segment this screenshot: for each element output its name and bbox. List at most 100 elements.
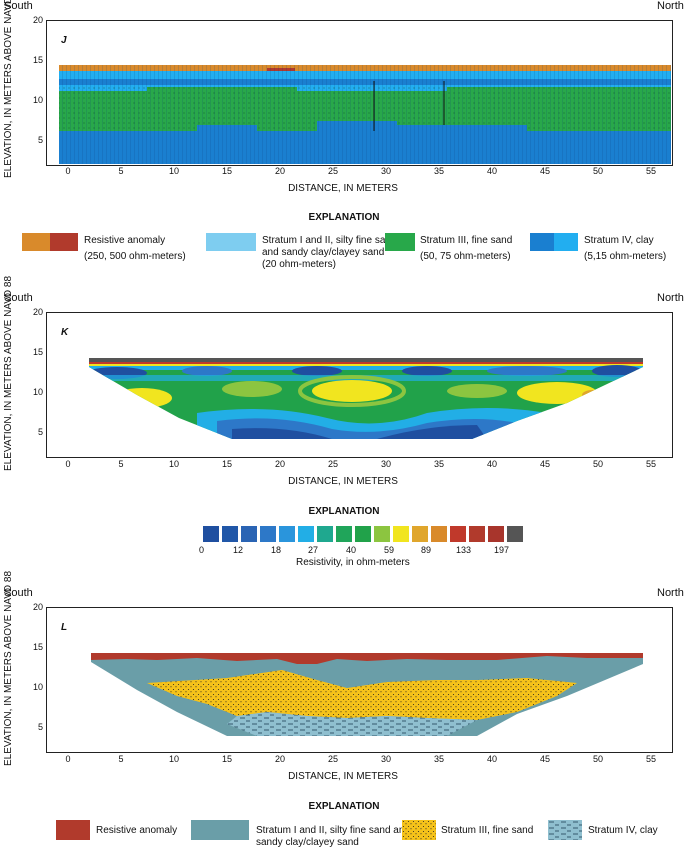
swatch-l-resistive	[56, 820, 90, 840]
scale-swatch	[279, 526, 295, 542]
xtick-l-50: 50	[592, 754, 603, 764]
xtick-k-50: 50	[592, 459, 603, 469]
xtick-j-15: 15	[221, 166, 232, 176]
scale-swatch	[507, 526, 523, 542]
scale-swatch	[355, 526, 371, 542]
stratum-iv-l	[227, 712, 477, 736]
xtick-l-0: 0	[65, 754, 71, 764]
scale-swatch	[317, 526, 333, 542]
explanation-title-j: EXPLANATION	[308, 212, 380, 223]
ytick-l-5: 5	[37, 722, 43, 732]
scale-swatch	[298, 526, 314, 542]
xtick-j-40: 40	[486, 166, 497, 176]
xtick-k-40: 40	[486, 459, 497, 469]
scale-swatch	[412, 526, 428, 542]
xtick-j-25: 25	[327, 166, 338, 176]
ytick-k-20: 20	[32, 307, 43, 317]
scale-swatch	[241, 526, 257, 542]
resistivity-scale-title: Resistivity, in ohm-meters	[296, 557, 410, 568]
legend-j-resistive: Resistive anomaly (250, 500 ohm-meters)	[84, 235, 186, 262]
xtick-j-50: 50	[592, 166, 603, 176]
panel-label-j: J	[61, 35, 67, 46]
xtick-k-30: 30	[380, 459, 391, 469]
scale-label-133: 133	[456, 545, 472, 555]
explanation-title-l: EXPLANATION	[308, 801, 380, 812]
xtick-l-40: 40	[486, 754, 497, 764]
ytick-l-15: 15	[32, 642, 43, 652]
scale-swatch	[222, 526, 238, 542]
north-label-k: North	[657, 292, 684, 304]
legend-l-resistive: Resistive anomaly	[96, 825, 178, 836]
scale-swatch	[450, 526, 466, 542]
scale-swatch	[203, 526, 219, 542]
south-label-j: South	[4, 0, 33, 12]
ytick-l-20: 20	[32, 602, 43, 612]
scale-swatch	[431, 526, 447, 542]
xtick-l-20: 20	[274, 754, 285, 764]
section-graphic-l	[91, 653, 643, 736]
legend-j-stratum-iii: Stratum III, fine sand (50, 75 ohm-meter…	[420, 235, 513, 262]
xtick-l-45: 45	[539, 754, 550, 764]
y-axis-label-j: ELEVATION, IN METERS ABOVE NAVD 88	[3, 0, 14, 178]
xtick-k-10: 10	[168, 459, 179, 469]
xtick-l-5: 5	[118, 754, 124, 764]
scale-swatch	[393, 526, 409, 542]
section-graphic-k	[89, 358, 643, 439]
north-label-l: North	[657, 587, 684, 599]
legend-l-stratum-iii: Stratum III, fine sand	[441, 825, 534, 836]
ytick-k-15: 15	[32, 347, 43, 357]
xtick-j-10: 10	[168, 166, 179, 176]
swatch-resistive-2	[50, 233, 78, 251]
swatch-l-stratum-iv	[548, 820, 582, 840]
xtick-j-0: 0	[65, 166, 71, 176]
xtick-j-20: 20	[274, 166, 285, 176]
legend-j-stratum-i-ii: Stratum I and II, silty fine sand and sa…	[262, 235, 397, 270]
scale-label-18: 18	[271, 545, 282, 555]
y-axis-label-k: ELEVATION, IN METERS ABOVE NAVD 88	[3, 275, 14, 471]
plot-area-j: J	[46, 20, 673, 166]
xtick-k-55: 55	[645, 459, 656, 469]
south-label-l: South	[4, 587, 33, 599]
legend-j-stratum-iv: Stratum IV, clay (5,15 ohm-meters)	[584, 235, 667, 262]
xtick-j-45: 45	[539, 166, 550, 176]
stratum-iii-l	[147, 670, 577, 720]
scale-swatch	[469, 526, 485, 542]
scale-label-89: 89	[421, 545, 432, 555]
ytick-l-10: 10	[32, 682, 43, 692]
plot-area-k: K	[46, 312, 673, 458]
legend-l-stratum-iv: Stratum IV, clay	[588, 825, 658, 836]
swatch-stratum-iv-1	[530, 233, 554, 251]
scale-swatch	[374, 526, 390, 542]
swatch-stratum-i-ii	[206, 233, 256, 251]
xtick-l-10: 10	[168, 754, 179, 764]
swatch-l-stratum-i-ii	[191, 820, 249, 840]
swatch-l-stratum-iii	[402, 820, 436, 840]
xtick-j-35: 35	[433, 166, 444, 176]
x-axis-label-k: DISTANCE, IN METERS	[288, 476, 398, 487]
swatch-stratum-iv-2	[554, 233, 578, 251]
xtick-l-35: 35	[433, 754, 444, 764]
xtick-k-15: 15	[221, 459, 232, 469]
resistive-anomaly-l	[91, 653, 643, 664]
panel-label-k: K	[61, 327, 69, 338]
xtick-l-55: 55	[645, 754, 656, 764]
xtick-k-45: 45	[539, 459, 550, 469]
scale-label-27: 27	[308, 545, 319, 555]
scale-swatch	[488, 526, 504, 542]
ytick-j-10: 10	[32, 95, 43, 105]
y-axis-label-l: ELEVATION, IN METERS ABOVE NAVD 88	[3, 570, 14, 766]
scale-label-59: 59	[384, 545, 395, 555]
scale-label-40: 40	[346, 545, 357, 555]
panel-label-l: L	[61, 622, 68, 633]
swatch-resistive-1	[22, 233, 50, 251]
x-axis-label-j: DISTANCE, IN METERS	[288, 183, 398, 194]
xtick-j-5: 5	[118, 166, 124, 176]
ytick-j-20: 20	[32, 15, 43, 25]
ytick-j-15: 15	[32, 55, 43, 65]
xtick-k-35: 35	[433, 459, 444, 469]
plot-area-l: L	[46, 607, 673, 753]
xtick-k-20: 20	[274, 459, 285, 469]
scale-label-0: 0	[199, 545, 205, 555]
xtick-j-55: 55	[645, 166, 656, 176]
scale-swatch	[260, 526, 276, 542]
